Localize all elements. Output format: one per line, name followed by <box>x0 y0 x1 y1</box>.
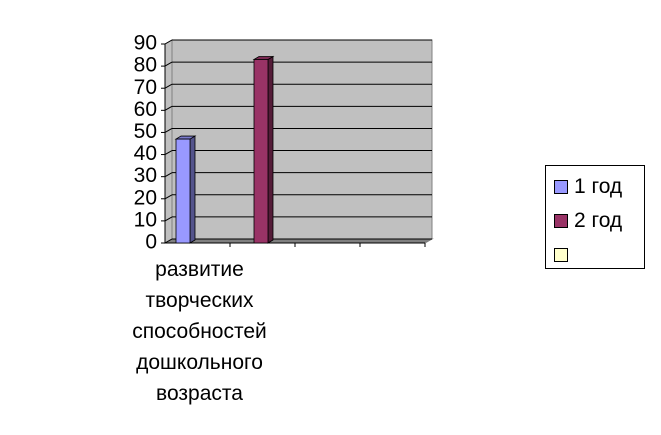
legend-swatch <box>554 180 568 194</box>
y-tick-label: 40 <box>134 142 157 165</box>
grid-line-side <box>164 105 173 111</box>
grid-line-side <box>164 83 173 89</box>
back-wall <box>171 39 433 240</box>
bar <box>253 59 269 244</box>
floor <box>163 238 434 244</box>
grid-line-side <box>164 61 173 67</box>
bar-side <box>189 135 196 244</box>
x-tick-label: развитие творческих способностей дошколь… <box>132 258 267 405</box>
bar-side <box>267 55 274 244</box>
grid-line-side <box>164 128 173 133</box>
y-tick-label: 90 <box>134 32 157 55</box>
y-tick-label: 50 <box>134 120 157 143</box>
grid-line-side <box>164 238 173 244</box>
grid-line-side <box>164 39 173 45</box>
side-wall <box>164 39 173 244</box>
legend-label: 1 год <box>574 175 623 198</box>
y-tick-label: 20 <box>134 186 157 209</box>
grid-line-side <box>164 150 173 155</box>
y-tick-label: 0 <box>145 231 157 254</box>
y-tick-label: 80 <box>134 54 157 77</box>
legend-item: 1 год <box>554 175 622 199</box>
legend-label: 2 год <box>574 209 623 232</box>
legend-item: 2 год <box>554 209 622 233</box>
legend-item <box>554 243 574 267</box>
y-tick-label: 70 <box>134 76 157 99</box>
legend: 1 год 2 год <box>545 165 645 269</box>
y-tick-label: 60 <box>134 98 157 121</box>
grid-line-side <box>164 194 173 200</box>
bar <box>175 138 191 244</box>
y-tick-label: 30 <box>134 164 157 187</box>
y-tick-label: 10 <box>134 208 157 231</box>
legend-swatch <box>554 214 568 228</box>
legend-swatch <box>554 248 568 262</box>
grid-line-side <box>164 172 173 178</box>
grid-line-side <box>164 216 173 222</box>
